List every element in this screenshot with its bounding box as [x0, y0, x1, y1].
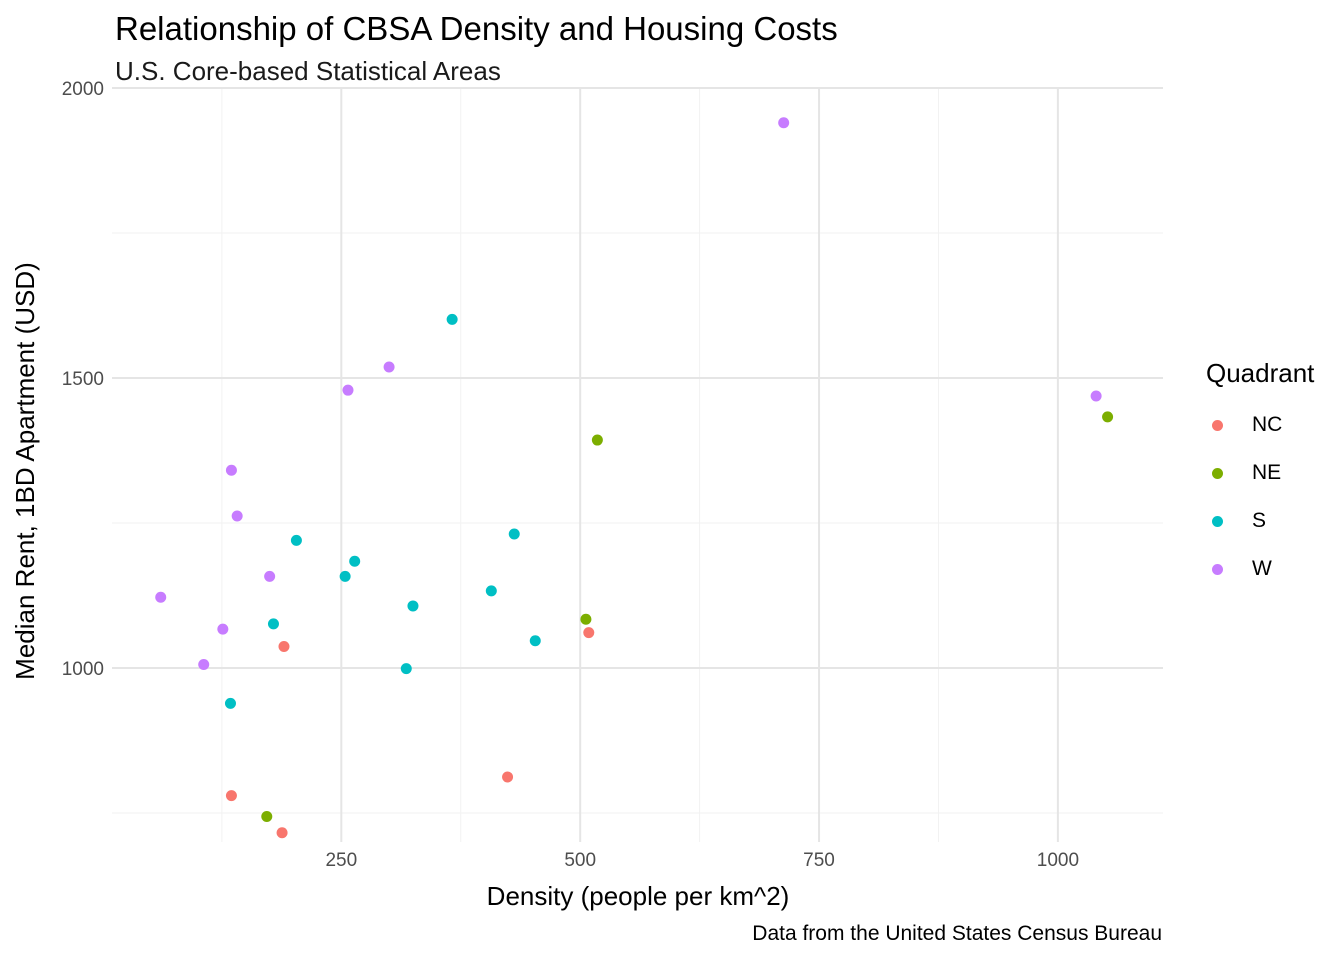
legend-label: NC — [1252, 413, 1283, 436]
x-tick-label: 750 — [803, 850, 835, 871]
data-point-w — [155, 591, 167, 603]
legend-label: NE — [1252, 461, 1282, 484]
legend-swatch — [1212, 515, 1223, 527]
data-points — [155, 117, 1114, 839]
minor-gridlines — [112, 88, 1163, 842]
major-gridlines — [112, 87, 1163, 842]
data-point-s — [339, 570, 351, 582]
x-tick-label: 500 — [564, 850, 596, 871]
y-tick-label: 1500 — [62, 369, 104, 390]
x-tick-label: 1000 — [1037, 850, 1079, 871]
x-axis-title: Density (people per km^2) — [487, 881, 790, 911]
data-point-s — [508, 528, 520, 540]
data-point-w — [225, 464, 237, 476]
data-point-nc — [583, 627, 595, 639]
legend-item-s: S — [1206, 497, 1314, 545]
data-point-w — [198, 659, 210, 671]
data-point-s — [529, 635, 541, 647]
data-point-w — [383, 361, 395, 373]
data-point-nc — [225, 790, 237, 802]
legend-swatch — [1212, 419, 1223, 431]
data-point-s — [407, 600, 419, 612]
data-point-s — [400, 663, 412, 675]
legend-items: NC NE S W — [1206, 401, 1314, 593]
legend-swatch — [1212, 563, 1223, 575]
data-point-s — [290, 534, 302, 546]
legend: Quadrant NC NE S W — [1206, 358, 1314, 593]
data-point-ne — [261, 810, 273, 822]
y-axis-ticks: 1000 1500 2000 — [62, 79, 104, 680]
data-point-nc — [276, 827, 288, 839]
y-tick-label: 2000 — [62, 79, 104, 100]
data-point-ne — [1102, 411, 1114, 423]
data-point-w — [342, 384, 354, 396]
x-tick-label: 250 — [325, 850, 357, 871]
legend-label: S — [1252, 509, 1267, 532]
legend-item-nc: NC — [1206, 401, 1314, 449]
data-point-s — [267, 618, 279, 630]
chart-caption: Data from the United States Census Burea… — [752, 922, 1162, 945]
legend-item-ne: NE — [1206, 449, 1314, 497]
chart-subtitle: U.S. Core-based Statistical Areas — [115, 56, 501, 86]
data-point-nc — [502, 771, 514, 783]
data-point-s — [446, 313, 458, 325]
legend-item-w: W — [1206, 545, 1314, 593]
data-point-s — [349, 555, 361, 567]
data-point-ne — [580, 613, 592, 625]
data-point-ne — [591, 434, 603, 446]
chart-title: Relationship of CBSA Density and Housing… — [115, 10, 838, 47]
data-point-s — [224, 697, 236, 709]
data-point-w — [231, 510, 243, 522]
data-point-w — [778, 117, 790, 129]
data-point-w — [1090, 390, 1102, 402]
data-point-s — [485, 585, 497, 597]
data-point-nc — [278, 641, 290, 653]
legend-swatch — [1212, 467, 1223, 479]
data-point-w — [264, 570, 276, 582]
legend-label: W — [1252, 557, 1272, 580]
y-tick-label: 1000 — [62, 659, 104, 680]
legend-title: Quadrant — [1206, 358, 1315, 388]
data-point-w — [217, 623, 229, 635]
x-axis-ticks: 250 500 750 1000 — [325, 850, 1079, 871]
y-axis-title: Median Rent, 1BD Apartment (USD) — [10, 262, 40, 680]
